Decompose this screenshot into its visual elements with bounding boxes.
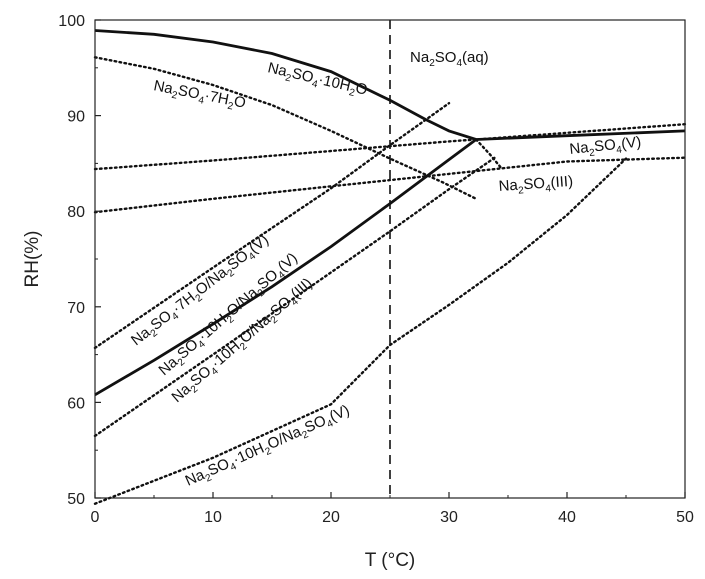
annotation-label-4: Na2​SO4​(III) xyxy=(498,173,574,198)
series-line-4 xyxy=(93,102,451,350)
x-tick-label: 40 xyxy=(558,509,576,526)
series-line-7 xyxy=(474,138,504,171)
series-line-5 xyxy=(93,123,687,171)
x-tick-label: 50 xyxy=(676,509,694,526)
plot-layer xyxy=(93,20,687,505)
series-line-2 xyxy=(94,138,477,397)
annotation-label-1: Na2​SO4​·10H2​O xyxy=(265,59,369,101)
series-line-1 xyxy=(476,129,686,141)
series-line-6 xyxy=(93,156,687,214)
annotation-layer: Na2​SO4​(aq) Na2​SO4​·10H2​O Na2​SO4​·7H2​… xyxy=(128,49,643,493)
annotation-label-0: Na2​SO4​(aq) xyxy=(410,49,489,69)
y-tick-label: 80 xyxy=(67,204,85,221)
y-tick-label: 70 xyxy=(67,300,85,317)
series-line-9 xyxy=(93,157,628,505)
x-tick-label: 20 xyxy=(322,509,340,526)
y-tick-label: 100 xyxy=(58,13,85,30)
series-line-8 xyxy=(93,155,498,438)
series-line-0 xyxy=(94,29,477,141)
x-axis-title: T (°C) xyxy=(365,550,416,571)
annotation-label-3: Na2​SO4​(V) xyxy=(569,134,643,161)
axis-layer: 0 10 20 30 40 50 50 60 70 80 90 100 xyxy=(58,13,694,526)
x-tick-label: 0 xyxy=(91,509,100,526)
y-tick-label: 60 xyxy=(67,395,85,412)
annotation-label-8: Na2​SO4​·10H2​O/Na2​SO4​(V) xyxy=(183,402,354,493)
x-tick-label: 10 xyxy=(204,509,222,526)
y-tick-label: 50 xyxy=(67,491,85,508)
x-tick-label: 30 xyxy=(440,509,458,526)
y-axis-title: RH(%) xyxy=(22,231,43,288)
y-tick-label: 90 xyxy=(67,109,85,126)
series-line-3 xyxy=(93,56,478,200)
annotation-label-2: Na2​SO4​·7H2​O xyxy=(152,77,248,114)
